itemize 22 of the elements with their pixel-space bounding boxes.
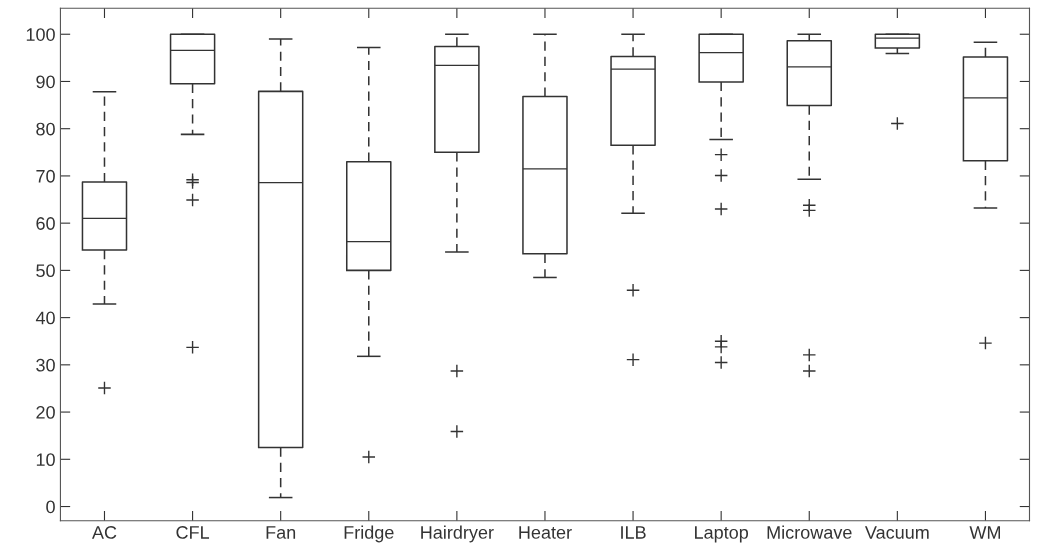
y-tick-label: 30 [36,358,55,372]
x-tick-label: Laptop [695,526,749,543]
y-tick-label: 70 [36,169,55,183]
x-tick-label: Fridge [344,525,394,543]
x-tick-label: Heater [519,526,572,539]
x-tick-label: Microwave [767,525,852,539]
x-tick-label: ILB [621,526,646,539]
x-tick-label: Hairdryer [421,525,494,543]
x-tick-label: Vacuum [864,526,929,539]
y-tick-label: 90 [36,75,55,89]
x-tick-label: CFL [176,526,210,539]
y-tick-label: 10 [36,453,55,467]
x-tick-label: Fan [266,526,296,539]
y-tick-label: 40 [35,311,55,325]
x-tick-label: WM [969,526,1001,539]
y-tick-label: 80 [36,122,55,136]
x-tick-label: AC [91,526,117,539]
y-tick-label: 100 [26,28,55,41]
y-tick-label: 50 [36,264,55,278]
y-tick-label: 60 [36,217,55,230]
y-tick-label: 0 [46,500,55,514]
y-tick-label: 20 [36,406,55,419]
